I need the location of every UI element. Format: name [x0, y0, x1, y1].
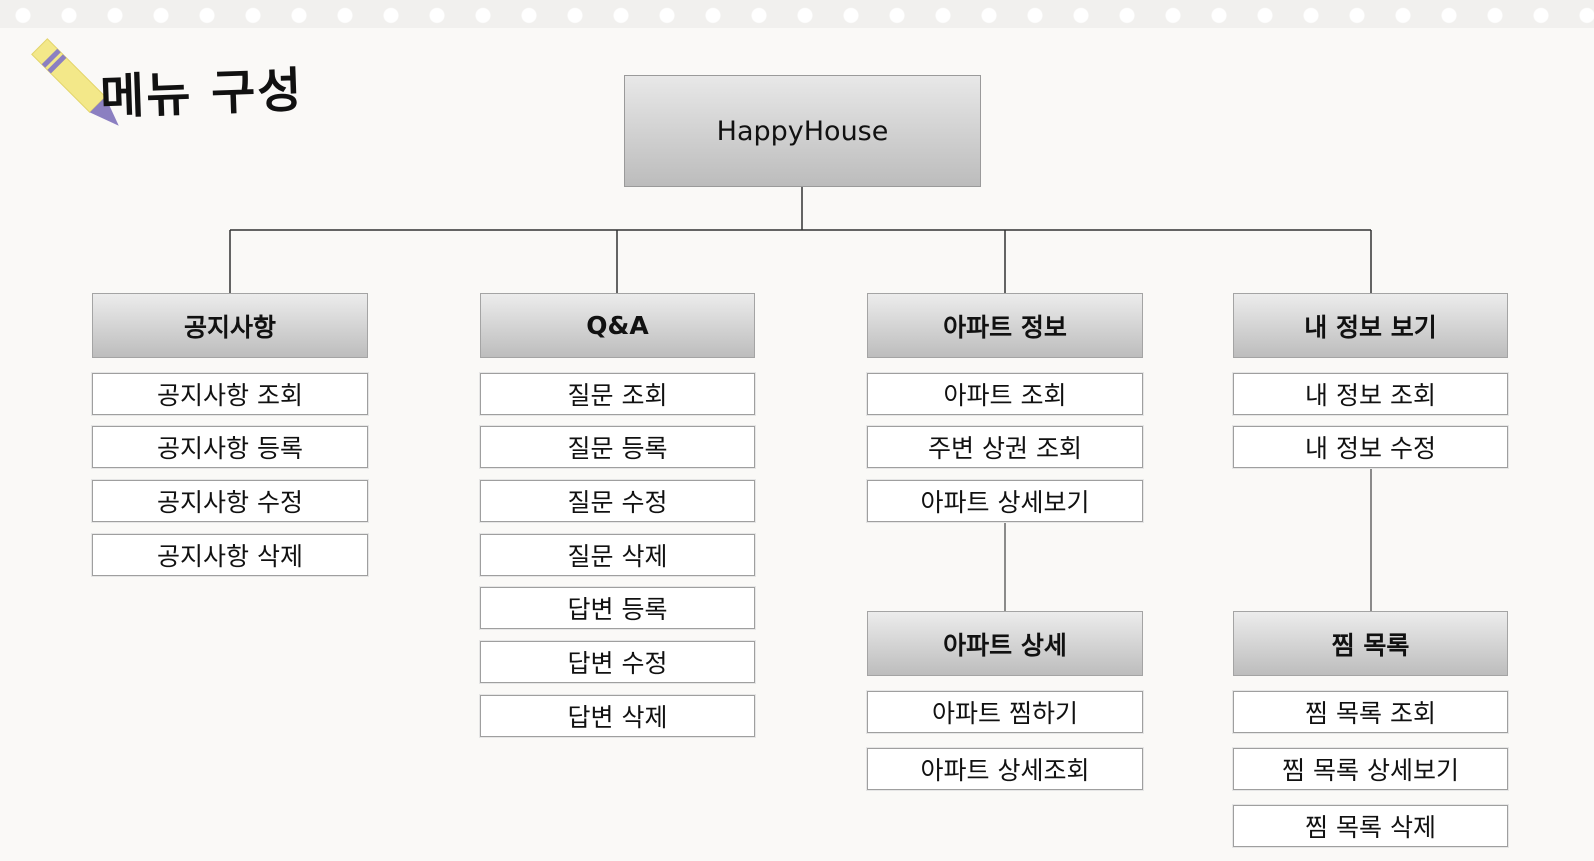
section-header-wishlist: 찜 목록: [1233, 611, 1508, 676]
menu-item: 찜 목록 삭제: [1233, 805, 1508, 847]
menu-item: 내 정보 수정: [1233, 426, 1508, 468]
menu-item: 주변 상권 조회: [867, 426, 1143, 468]
section-header-apartment-info: 아파트 정보: [867, 293, 1143, 358]
menu-item: 내 정보 조회: [1233, 373, 1508, 415]
menu-item: 아파트 상세보기: [867, 480, 1143, 522]
menu-item: 공지사항 조회: [92, 373, 368, 415]
menu-item: 아파트 조회: [867, 373, 1143, 415]
menu-item: 공지사항 수정: [92, 480, 368, 522]
menu-item: 공지사항 등록: [92, 426, 368, 468]
menu-item: 아파트 찜하기: [867, 691, 1143, 733]
menu-item: 질문 조회: [480, 373, 755, 415]
menu-item: 찜 목록 상세보기: [1233, 748, 1508, 790]
menu-item: 답변 등록: [480, 587, 755, 629]
menu-item: 질문 삭제: [480, 534, 755, 576]
section-header-qna: Q&A: [480, 293, 755, 358]
menu-item: 질문 등록: [480, 426, 755, 468]
pencil-icon: [31, 38, 119, 126]
menu-item: 아파트 상세조회: [867, 748, 1143, 790]
section-header-apartment-detail: 아파트 상세: [867, 611, 1143, 676]
menu-item: 질문 수정: [480, 480, 755, 522]
menu-item: 공지사항 삭제: [92, 534, 368, 576]
menu-item: 답변 삭제: [480, 695, 755, 737]
root-node: HappyHouse: [624, 75, 981, 187]
notebook-ring-strip: [0, 0, 1594, 28]
menu-item: 답변 수정: [480, 641, 755, 683]
section-header-notice: 공지사항: [92, 293, 368, 358]
menu-item: 찜 목록 조회: [1233, 691, 1508, 733]
section-header-my-info: 내 정보 보기: [1233, 293, 1508, 358]
